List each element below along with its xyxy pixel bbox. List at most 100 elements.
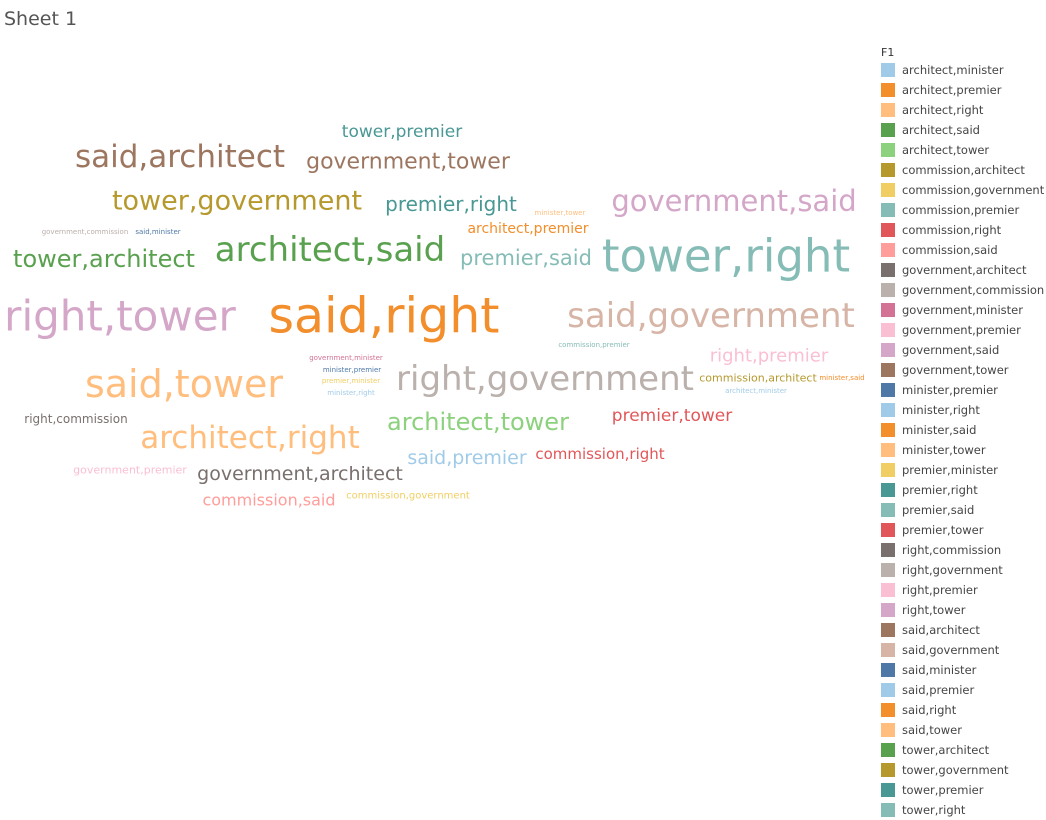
legend-item[interactable]: said,right xyxy=(881,700,1046,720)
legend-swatch xyxy=(881,183,895,197)
legend-label: tower,premier xyxy=(902,783,984,797)
cloud-word[interactable]: premier,said xyxy=(460,246,592,270)
cloud-word[interactable]: premier,minister xyxy=(322,377,380,385)
legend-item[interactable]: right,government xyxy=(881,560,1046,580)
cloud-word[interactable]: government,commission xyxy=(42,228,129,236)
cloud-word[interactable]: said,right xyxy=(269,288,500,345)
cloud-word[interactable]: government,minister xyxy=(309,354,383,362)
legend-item[interactable]: minister,tower xyxy=(881,440,1046,460)
legend-label: minister,tower xyxy=(902,443,986,457)
cloud-word[interactable]: premier,right xyxy=(385,192,517,216)
legend-swatch xyxy=(881,803,895,817)
legend-item[interactable]: commission,said xyxy=(881,240,1046,260)
cloud-word[interactable]: minister,tower xyxy=(535,209,586,217)
legend-item[interactable]: said,premier xyxy=(881,680,1046,700)
legend: F1 architect,minister architect,premier ar… xyxy=(881,46,1046,820)
legend-item[interactable]: government,tower xyxy=(881,360,1046,380)
legend-label: minister,said xyxy=(902,423,977,437)
cloud-word[interactable]: said,tower xyxy=(85,362,283,406)
cloud-word[interactable]: commission,premier xyxy=(558,341,629,349)
legend-swatch xyxy=(881,623,895,637)
cloud-word[interactable]: government,premier xyxy=(73,464,187,477)
legend-item[interactable]: commission,right xyxy=(881,220,1046,240)
legend-label: said,government xyxy=(902,643,1000,657)
legend-item[interactable]: premier,right xyxy=(881,480,1046,500)
legend-item[interactable]: premier,minister xyxy=(881,460,1046,480)
legend-swatch xyxy=(881,323,895,337)
cloud-word[interactable]: architect,said xyxy=(215,230,445,270)
legend-item[interactable]: commission,government xyxy=(881,180,1046,200)
cloud-word[interactable]: government,said xyxy=(611,184,856,218)
cloud-word[interactable]: tower,government xyxy=(112,186,362,217)
legend-swatch xyxy=(881,483,895,497)
legend-item[interactable]: tower,premier xyxy=(881,780,1046,800)
cloud-word[interactable]: architect,minister xyxy=(725,387,787,395)
legend-item[interactable]: government,said xyxy=(881,340,1046,360)
cloud-word[interactable]: right,government xyxy=(396,359,694,399)
cloud-word[interactable]: commission,government xyxy=(346,491,470,502)
cloud-word[interactable]: tower,architect xyxy=(13,245,195,273)
legend-item[interactable]: government,architect xyxy=(881,260,1046,280)
legend-item[interactable]: right,commission xyxy=(881,540,1046,560)
cloud-word[interactable]: tower,premier xyxy=(342,122,462,142)
legend-item[interactable]: architect,tower xyxy=(881,140,1046,160)
legend-item[interactable]: said,tower xyxy=(881,720,1046,740)
legend-item[interactable]: said,minister xyxy=(881,660,1046,680)
legend-item[interactable]: said,architect xyxy=(881,620,1046,640)
legend-swatch xyxy=(881,403,895,417)
legend-item[interactable]: commission,architect xyxy=(881,160,1046,180)
legend-label: commission,government xyxy=(902,183,1045,197)
cloud-word[interactable]: commission,right xyxy=(535,445,664,463)
legend-item[interactable]: minister,premier xyxy=(881,380,1046,400)
cloud-word[interactable]: government,architect xyxy=(197,463,403,485)
legend-swatch xyxy=(881,763,895,777)
cloud-word[interactable]: right,commission xyxy=(24,412,127,426)
legend-item[interactable]: tower,architect xyxy=(881,740,1046,760)
legend-swatch xyxy=(881,103,895,117)
cloud-word[interactable]: architect,right xyxy=(140,420,359,456)
legend-label: architect,said xyxy=(902,123,980,137)
cloud-word[interactable]: said,architect xyxy=(75,139,285,175)
legend-item[interactable]: architect,said xyxy=(881,120,1046,140)
cloud-word[interactable]: commission,architect xyxy=(699,372,817,385)
legend-swatch xyxy=(881,303,895,317)
legend-item[interactable]: government,minister xyxy=(881,300,1046,320)
cloud-word[interactable]: architect,tower xyxy=(387,408,569,436)
legend-item[interactable]: premier,tower xyxy=(881,520,1046,540)
cloud-word[interactable]: government,tower xyxy=(306,150,511,175)
legend-swatch xyxy=(881,583,895,597)
cloud-word[interactable]: said,premier xyxy=(407,447,527,469)
legend-item[interactable]: tower,right xyxy=(881,800,1046,820)
cloud-word[interactable]: premier,tower xyxy=(612,406,732,426)
legend-item[interactable]: minister,said xyxy=(881,420,1046,440)
cloud-word[interactable]: minister,said xyxy=(819,374,864,382)
legend-swatch xyxy=(881,743,895,757)
legend-item[interactable]: right,tower xyxy=(881,600,1046,620)
legend-item[interactable]: right,premier xyxy=(881,580,1046,600)
cloud-word[interactable]: tower,right xyxy=(602,230,850,283)
legend-item[interactable]: architect,minister xyxy=(881,60,1046,80)
legend-item[interactable]: commission,premier xyxy=(881,200,1046,220)
legend-item[interactable]: architect,premier xyxy=(881,80,1046,100)
legend-swatch xyxy=(881,243,895,257)
legend-item[interactable]: tower,government xyxy=(881,760,1046,780)
cloud-word[interactable]: right,tower xyxy=(4,292,236,341)
legend-swatch xyxy=(881,643,895,657)
cloud-word[interactable]: said,government xyxy=(567,296,855,336)
legend-swatch xyxy=(881,423,895,437)
legend-item[interactable]: premier,said xyxy=(881,500,1046,520)
legend-item[interactable]: architect,right xyxy=(881,100,1046,120)
cloud-word[interactable]: said,minister xyxy=(135,228,180,236)
cloud-word[interactable]: commission,said xyxy=(202,491,335,510)
cloud-word[interactable]: minister,right xyxy=(327,389,375,397)
legend-item[interactable]: said,government xyxy=(881,640,1046,660)
legend-label: right,tower xyxy=(902,603,966,617)
cloud-word[interactable]: architect,premier xyxy=(467,221,588,237)
legend-label: government,architect xyxy=(902,263,1027,277)
legend-items: architect,minister architect,premier archi… xyxy=(881,60,1046,820)
legend-item[interactable]: government,premier xyxy=(881,320,1046,340)
cloud-word[interactable]: minister,premier xyxy=(323,366,381,374)
cloud-word[interactable]: right,premier xyxy=(710,346,829,367)
legend-item[interactable]: government,commission xyxy=(881,280,1046,300)
legend-item[interactable]: minister,right xyxy=(881,400,1046,420)
